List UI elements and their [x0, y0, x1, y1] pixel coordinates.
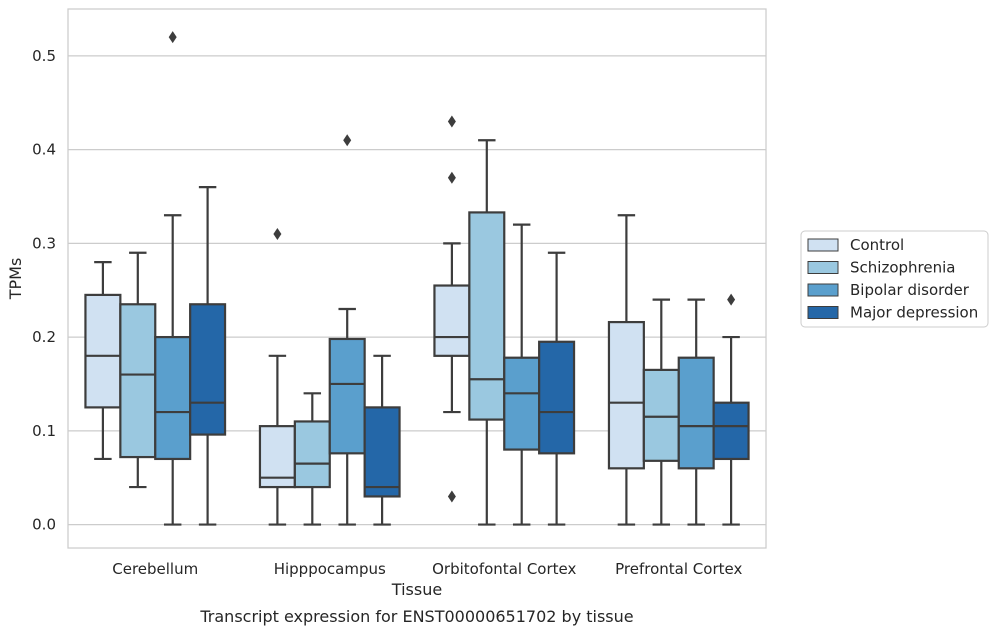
legend-swatch: [807, 261, 839, 274]
y-tick-label: 0.3: [32, 234, 56, 252]
box-1-3: [363, 354, 401, 526]
outlier-point: [727, 293, 736, 306]
legend-label: Control: [850, 236, 904, 254]
box-0-3: [189, 186, 227, 526]
box-body: [468, 211, 506, 421]
x-axis-label: Tissue: [391, 580, 442, 599]
legend-swatch: [807, 283, 839, 297]
box-2-0: [433, 115, 471, 503]
box-body: [677, 356, 715, 470]
y-axis-label: TPMs: [6, 258, 25, 301]
box-0-2: [154, 31, 192, 526]
box-1-1: [293, 392, 331, 526]
box-body: [642, 368, 680, 462]
y-tick-label: 0.1: [32, 422, 56, 440]
legend: Control Schizophrenia Bipolar disorder Majo…: [800, 230, 989, 328]
y-tick-label: 0.4: [32, 141, 56, 159]
box-2-1: [468, 139, 506, 526]
box-3-3: [712, 293, 750, 526]
chart-caption: Transcript expression for ENST0000065170…: [199, 607, 633, 626]
x-tick-labels: Cerebellum Hipppocampus Orbitofontal Corte…: [112, 560, 742, 578]
box-2-2: [503, 223, 541, 526]
box-body: [328, 337, 366, 455]
box-2-3: [538, 251, 576, 526]
x-tick-label: Prefrontal Cortex: [615, 560, 742, 578]
x-tick-label: Hipppocampus: [274, 560, 386, 578]
box-layer: [84, 31, 750, 526]
box-body: [154, 335, 192, 461]
y-tick-label: 0.2: [32, 328, 56, 346]
box-body: [433, 284, 471, 357]
outlier-point: [343, 134, 352, 147]
plot-area-frame: [67, 8, 767, 549]
outlier-point: [273, 227, 282, 240]
box-body: [119, 303, 157, 459]
box-1-2: [328, 134, 366, 526]
box-0-0: [84, 260, 122, 461]
outlier-point: [168, 31, 177, 44]
y-tick-label: 0.5: [32, 47, 56, 65]
box-body: [607, 320, 645, 470]
box-0-1: [119, 251, 157, 489]
legend-label: Bipolar disorder: [850, 281, 970, 299]
x-tick-label: Orbitofontal Cortex: [432, 560, 576, 578]
legend-label: Schizophrenia: [850, 259, 955, 277]
legend-swatch: [807, 306, 839, 319]
box-body: [503, 356, 541, 451]
outlier-point: [447, 490, 456, 503]
y-tick-label: 0.0: [32, 516, 56, 534]
box-3-2: [677, 298, 715, 526]
outlier-point: [447, 171, 456, 184]
box-body: [189, 303, 227, 436]
box-body: [712, 401, 750, 461]
legend-swatch: [807, 238, 839, 252]
box-body: [363, 406, 401, 498]
box-3-0: [607, 214, 645, 526]
box-body: [84, 293, 122, 409]
legend-frame: [800, 230, 989, 328]
legend-label: Major depression: [850, 304, 978, 322]
x-tick-label: Cerebellum: [112, 560, 198, 578]
y-tick-labels: 0.0 0.1 0.2 0.3 0.4 0.5: [32, 47, 56, 534]
box-1-0: [258, 227, 296, 526]
box-body: [538, 340, 576, 455]
outlier-point: [447, 115, 456, 128]
box-3-1: [642, 298, 680, 526]
box-body: [293, 420, 331, 489]
